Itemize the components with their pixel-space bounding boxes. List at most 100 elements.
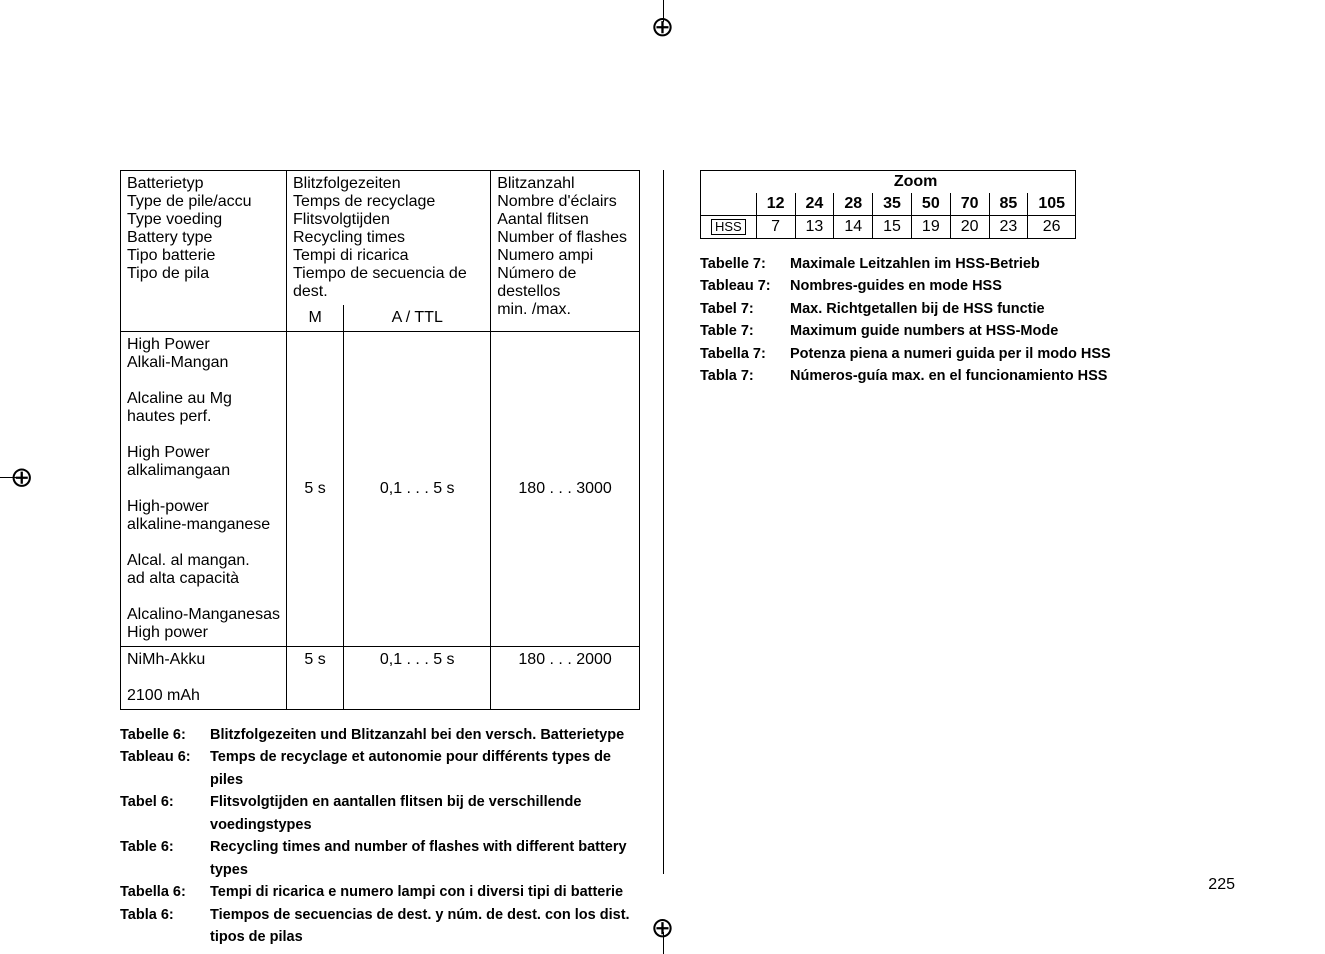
right-captions: Tabelle 7:Maximale Leitzahlen im HSS-Bet…: [700, 253, 1220, 388]
zoom-col: 28: [834, 193, 873, 216]
caption-label: Tabla 7:: [700, 365, 790, 387]
text: High power: [127, 624, 280, 642]
text: [127, 588, 280, 606]
caption-text: Potenza piena a numeri guida per il modo…: [790, 343, 1111, 365]
left-column: Batterietyp Type de pile/accu Type voedi…: [120, 170, 640, 949]
zoom-col: 105: [1028, 193, 1076, 216]
text: hautes perf.: [127, 408, 280, 426]
header-flash-count: Blitzanzahl Nombre d'éclairs Aantal flit…: [491, 171, 640, 332]
attl-value: 0,1 . . . 5 s: [344, 332, 491, 647]
caption-row: Tableau 7:Nombres-guides en mode HSS: [700, 275, 1220, 297]
header-battery-type: Batterietyp Type de pile/accu Type voedi…: [121, 171, 287, 332]
empty-cell: [701, 171, 757, 194]
zoom-value-row: HSS 7 13 14 15 19 20 23 26: [701, 216, 1076, 239]
zoom-col: 70: [950, 193, 989, 216]
text: Numero ampi: [497, 247, 633, 265]
text: NiMh-Akku: [127, 651, 280, 669]
caption-text: Recycling times and number of flashes wi…: [210, 836, 640, 881]
caption-text: Maximale Leitzahlen im HSS-Betrieb: [790, 253, 1040, 275]
zoom-val: 13: [795, 216, 834, 239]
header-recycle-times: Blitzfolgezeiten Temps de recyclage Flit…: [286, 171, 490, 306]
caption-label: Tableau 7:: [700, 275, 790, 297]
text: High Power: [127, 444, 280, 462]
caption-label: Tabelle 6:: [120, 724, 210, 746]
hss-box: HSS: [711, 219, 746, 235]
text: Alcalino-Manganesas: [127, 606, 280, 624]
zoom-col: 12: [756, 193, 795, 216]
caption-text: Tempi di ricarica e numero lampi con i d…: [210, 881, 623, 903]
m-value: 5 s: [286, 332, 343, 647]
m-value: 5 s: [286, 647, 343, 710]
caption-label: Tableau 6:: [120, 746, 210, 791]
text: [127, 669, 280, 687]
crop-mark-top: ⊕: [651, 10, 674, 43]
zoom-val: 14: [834, 216, 873, 239]
text: Tipo batterie: [127, 247, 280, 265]
caption-text: Nombres-guides en mode HSS: [790, 275, 1002, 297]
caption-text: Maximum guide numbers at HSS-Mode: [790, 320, 1058, 342]
table-row: High Power Alkali-Mangan Alcaline au Mg …: [121, 332, 640, 647]
page: ⊕ ⊕ ⊕ Batterietyp Type de pile/accu Type…: [0, 0, 1325, 954]
caption-row: Tabelle 6:Blitzfolgezeiten und Blitzanza…: [120, 724, 640, 746]
hss-label-cell: HSS: [701, 216, 757, 239]
text: Tiempo de secuencia de dest.: [293, 265, 484, 301]
battery-names-cell: High Power Alkali-Mangan Alcaline au Mg …: [121, 332, 287, 647]
zoom-col: 85: [989, 193, 1028, 216]
text: [127, 372, 280, 390]
empty-cell: [701, 193, 757, 216]
text: ad alta capacità: [127, 570, 280, 588]
count-value: 180 . . . 2000: [491, 647, 640, 710]
battery-names-cell: NiMh-Akku 2100 mAh: [121, 647, 287, 710]
text: Batterietyp: [127, 175, 280, 193]
text: Tempi di ricarica: [293, 247, 484, 265]
caption-row: Tabla 7:Números-guía max. en el funciona…: [700, 365, 1220, 387]
crop-mark-bottom: ⊕: [651, 911, 674, 944]
table-header-row: Batterietyp Type de pile/accu Type voedi…: [121, 171, 640, 306]
text: High-power: [127, 498, 280, 516]
caption-row: Table 7:Maximum guide numbers at HSS-Mod…: [700, 320, 1220, 342]
zoom-val: 15: [873, 216, 912, 239]
text: 2100 mAh: [127, 687, 280, 705]
zoom-col: 24: [795, 193, 834, 216]
text: Blitzfolgezeiten: [293, 175, 484, 193]
caption-text: Tiempos de secuencias de dest. y núm. de…: [210, 904, 640, 949]
text: Battery type: [127, 229, 280, 247]
text: Nombre d'éclairs: [497, 193, 633, 211]
caption-row: Tabella 6:Tempi di ricarica e numero lam…: [120, 881, 640, 903]
text: alkaline-manganese: [127, 516, 280, 534]
text: Temps de recyclage: [293, 193, 484, 211]
caption-label: Tabla 6:: [120, 904, 210, 949]
count-value: 180 . . . 3000: [491, 332, 640, 647]
text: Aantal flitsen: [497, 211, 633, 229]
subheader-attl: A / TTL: [344, 305, 491, 332]
text: Tipo de pila: [127, 265, 280, 283]
caption-row: Tabelle 7:Maximale Leitzahlen im HSS-Bet…: [700, 253, 1220, 275]
caption-row: Tableau 6:Temps de recyclage et autonomi…: [120, 746, 640, 791]
caption-row: Tabla 6:Tiempos de secuencias de dest. y…: [120, 904, 640, 949]
text: Alcaline au Mg: [127, 390, 280, 408]
text: [127, 480, 280, 498]
zoom-val: 26: [1028, 216, 1076, 239]
zoom-val: 23: [989, 216, 1028, 239]
zoom-col: 35: [873, 193, 912, 216]
zoom-val: 19: [911, 216, 950, 239]
zoom-header-row: 12 24 28 35 50 70 85 105: [701, 193, 1076, 216]
text: Type de pile/accu: [127, 193, 280, 211]
text: High Power: [127, 336, 280, 354]
zoom-col: 50: [911, 193, 950, 216]
zoom-val: 20: [950, 216, 989, 239]
text: min. /max.: [497, 301, 633, 319]
caption-text: Temps de recyclage et autonomie pour dif…: [210, 746, 640, 791]
text: [127, 534, 280, 552]
caption-row: Tabella 7:Potenza piena a numeri guida p…: [700, 343, 1220, 365]
text: Type voeding: [127, 211, 280, 229]
caption-text: Blitzfolgezeiten und Blitzanzahl bei den…: [210, 724, 624, 746]
page-number: 225: [1208, 876, 1235, 894]
zoom-table: Zoom 12 24 28 35 50 70 85 105 HSS 7 13 1…: [700, 170, 1076, 239]
text: Recycling times: [293, 229, 484, 247]
caption-label: Table 7:: [700, 320, 790, 342]
zoom-title-row: Zoom: [701, 171, 1076, 194]
column-divider: [663, 170, 664, 874]
text: [127, 426, 280, 444]
text: Alcal. al mangan.: [127, 552, 280, 570]
